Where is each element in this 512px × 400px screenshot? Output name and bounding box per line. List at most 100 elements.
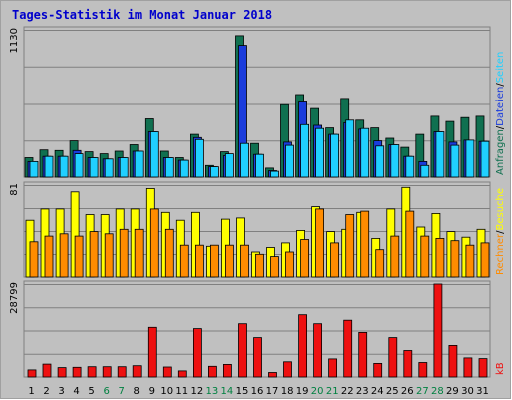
panel-hits-ymax-label: 1130 [9,28,20,53]
bar-seiten-day-19 [300,123,310,178]
x-tick-label: 26 [401,386,414,397]
x-tick-label: 4 [73,386,79,397]
bar-seiten-day-16 [255,153,264,178]
bar-seiten-day-9 [149,131,159,178]
x-tick-label: 29 [446,386,459,397]
x-tick-label: 1 [28,386,34,397]
chart-panels: 1130Anfragen/Dateien/Seiten81Rechner/Bes… [9,26,506,378]
bar-seiten-day-22 [345,119,355,178]
bar-rechner-day-5 [89,231,99,278]
bar-kb-day-6 [102,366,112,378]
x-tick-label: 30 [461,386,474,397]
panel-kb-legend: kB [495,362,506,375]
bar-rechner-day-2 [44,235,54,278]
bar-kb-day-12 [192,328,202,378]
bar-rechner-day-12 [194,244,204,278]
bar-rechner-day-25 [390,235,400,278]
panel-visits-legend: Rechner/Besuche [495,188,506,275]
bar-kb-day-27 [418,362,428,378]
chart-title: Tages-Statistik im Monat Januar 2018 [12,8,272,22]
bar-kb-day-5 [87,366,97,378]
bar-seiten-day-5 [89,157,99,178]
bar-kb-day-2 [42,363,52,378]
x-tick-label: 20 [311,386,324,397]
x-tick-label: 31 [476,386,489,397]
bar-kb-day-31 [478,358,488,378]
x-tick-label: 3 [58,386,64,397]
bar-kb-day-8 [132,365,142,378]
bar-seiten-day-6 [104,158,114,178]
bar-seiten-day-26 [405,155,415,178]
bar-seiten-day-11 [179,159,189,178]
bar-kb-day-9 [147,326,157,378]
bar-rechner-day-11 [179,244,189,278]
bar-rechner-day-21 [330,242,340,278]
bar-rechner-day-30 [465,244,475,278]
bar-seiten-day-14 [224,153,234,178]
x-tick-label: 10 [160,386,173,397]
bar-kb-day-3 [57,367,67,378]
panel-kb-ymax-label: 28799 [9,282,20,314]
bar-rechner-day-9 [149,208,159,278]
x-tick-label: 15 [236,386,249,397]
bar-seiten-day-23 [360,127,370,178]
bar-kb-day-18 [283,361,292,378]
bar-rechner-day-22 [345,214,355,278]
legend-item: / [495,83,506,87]
bar-kb-day-15 [238,323,247,378]
bar-rechner-day-15 [240,244,249,278]
bar-seiten-day-25 [390,144,400,178]
bar-kb-day-1 [27,369,37,378]
bar-kb-day-29 [448,344,458,378]
x-tick-label: 24 [371,386,384,397]
bar-rechner-day-28 [435,237,445,278]
bar-kb-day-24 [373,362,383,378]
legend-item: Besuche [495,188,506,231]
bar-rechner-day-6 [104,233,114,278]
x-tick-label: 5 [88,386,94,397]
x-tick-label: 8 [134,386,140,397]
bar-seiten-day-20 [315,127,325,178]
bar-seiten-day-1 [29,160,39,178]
bar-kb-day-20 [313,323,323,378]
x-tick-label: 28 [431,386,444,397]
bar-seiten-day-18 [285,144,294,178]
x-tick-label: 2 [43,386,49,397]
legend-item: Rechner [495,233,506,275]
bar-rechner-day-19 [300,239,310,278]
bar-rechner-day-4 [74,235,84,278]
panel-hits-legend: Anfragen/Dateien/Seiten [495,52,506,175]
bar-kb-day-14 [222,363,232,378]
bar-kb-day-22 [343,319,353,378]
legend-item: Seiten [495,52,506,84]
bar-kb-day-23 [358,331,368,378]
bar-seiten-day-27 [420,164,430,178]
bar-kb-day-10 [162,366,172,378]
legend-item: Anfragen [495,129,506,175]
bar-rechner-day-16 [255,253,264,278]
bar-seiten-day-8 [134,150,144,178]
bar-seiten-day-30 [465,139,475,178]
x-tick-label: 7 [119,386,125,397]
bar-rechner-day-8 [134,228,144,278]
x-tick-label: 9 [149,386,155,397]
bar-seiten-day-13 [209,166,219,178]
x-tick-label: 23 [356,386,369,397]
x-tick-label: 19 [296,386,309,397]
bar-kb-day-25 [388,337,398,378]
bar-rechner-day-3 [59,233,69,278]
bar-seiten-day-3 [59,155,69,178]
panel-kb: 28799 kB [9,280,506,378]
x-tick-label: 25 [386,386,399,397]
bar-rechner-day-10 [164,228,174,278]
bar-rechner-day-17 [270,256,279,278]
legend-item: / [495,230,506,234]
panel-visits-ymax-label: 81 [9,183,20,196]
bar-seiten-day-4 [74,153,84,178]
x-tick-label: 18 [281,386,294,397]
x-tick-label: 14 [221,386,234,397]
bar-kb-day-17 [268,372,277,378]
x-tick-label: 6 [104,386,110,397]
bar-kb-day-13 [207,365,217,378]
bar-rechner-day-27 [420,235,430,278]
